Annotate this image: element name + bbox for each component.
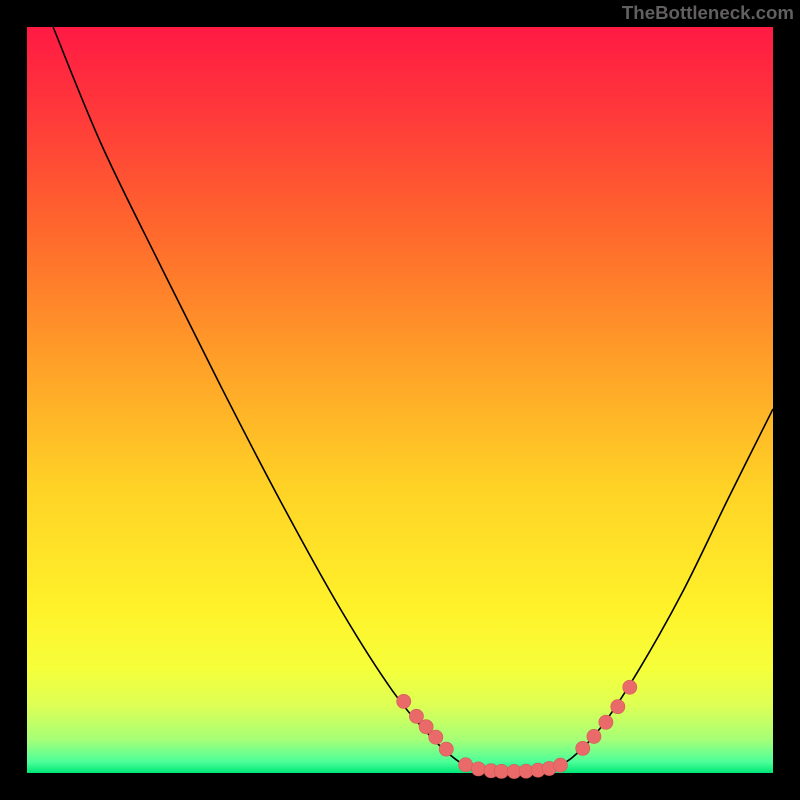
marker-point bbox=[623, 680, 637, 694]
marker-point bbox=[611, 700, 625, 714]
plot-background bbox=[27, 27, 773, 773]
chart-canvas: TheBottleneck.com bbox=[0, 0, 800, 800]
marker-point bbox=[553, 758, 567, 772]
marker-point bbox=[459, 758, 473, 772]
marker-point bbox=[576, 741, 590, 755]
marker-point bbox=[599, 715, 613, 729]
marker-point bbox=[471, 762, 485, 776]
marker-point bbox=[439, 742, 453, 756]
marker-point bbox=[429, 730, 443, 744]
bottleneck-chart bbox=[0, 0, 800, 800]
marker-point bbox=[587, 729, 601, 743]
marker-point bbox=[397, 694, 411, 708]
marker-point bbox=[494, 764, 508, 778]
